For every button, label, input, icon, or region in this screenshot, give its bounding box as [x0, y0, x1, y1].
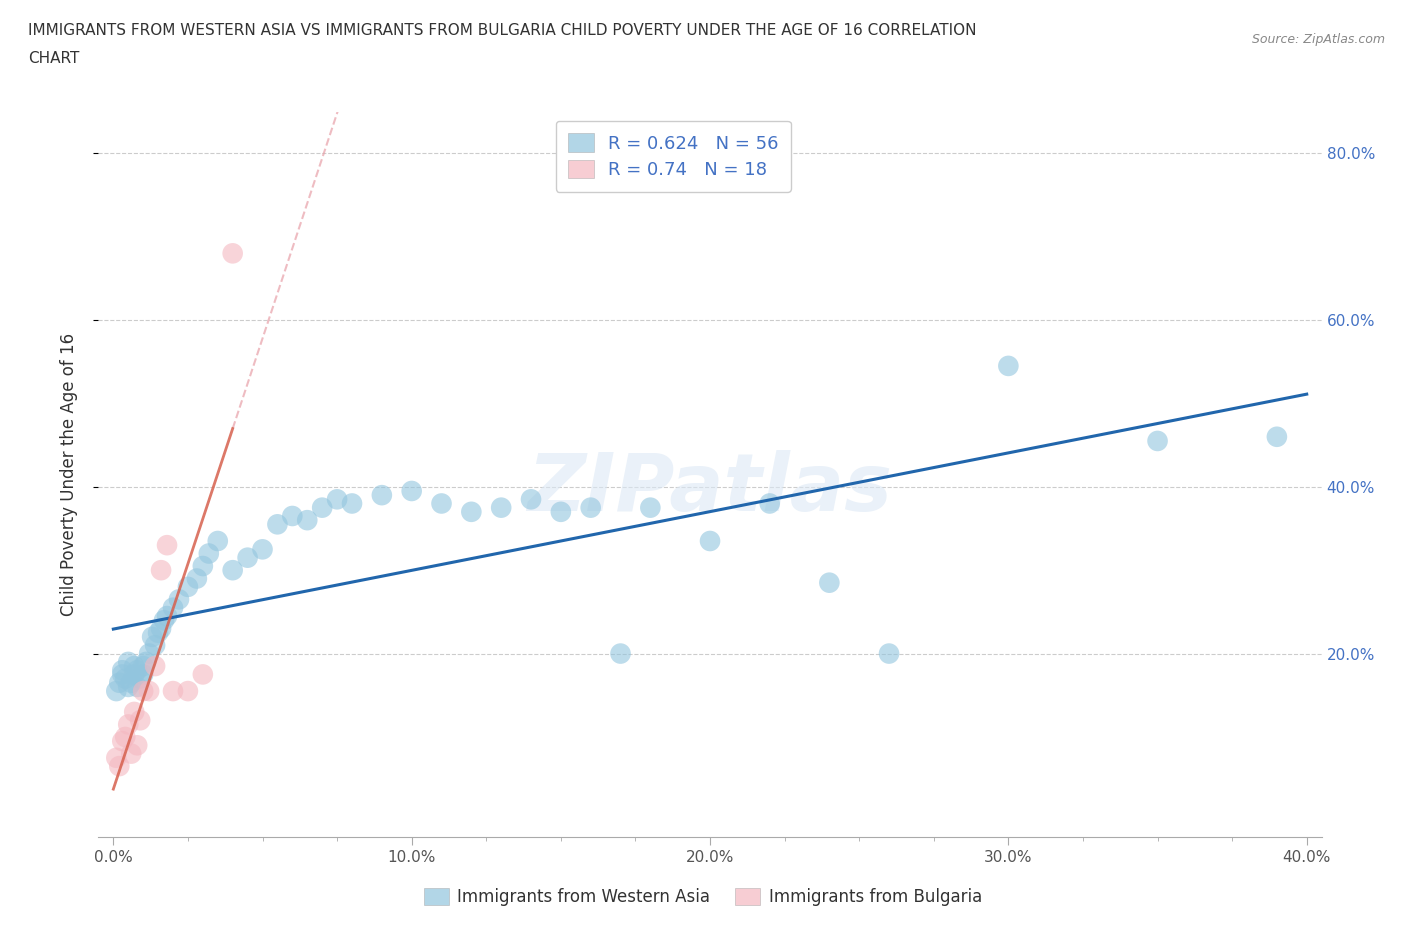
- Point: [114, 671, 136, 686]
- Point: [236, 551, 259, 565]
- Point: [167, 591, 190, 606]
- Point: [117, 655, 139, 670]
- Point: [153, 613, 176, 628]
- Point: [1146, 433, 1168, 448]
- Point: [120, 675, 142, 690]
- Point: [122, 705, 145, 720]
- Legend: Immigrants from Western Asia, Immigrants from Bulgaria: Immigrants from Western Asia, Immigrants…: [418, 881, 988, 912]
- Point: [311, 500, 333, 515]
- Point: [609, 646, 631, 661]
- Point: [117, 717, 139, 732]
- Point: [520, 492, 543, 507]
- Point: [150, 621, 173, 636]
- Point: [105, 751, 128, 765]
- Point: [162, 684, 184, 698]
- Point: [997, 358, 1019, 373]
- Point: [221, 246, 243, 260]
- Point: [138, 646, 160, 661]
- Text: ZIPatlas: ZIPatlas: [527, 450, 893, 528]
- Point: [108, 675, 131, 690]
- Point: [326, 492, 349, 507]
- Point: [132, 684, 155, 698]
- Point: [129, 712, 152, 727]
- Point: [401, 484, 423, 498]
- Point: [550, 504, 572, 519]
- Point: [150, 563, 173, 578]
- Point: [132, 658, 155, 673]
- Text: CHART: CHART: [28, 51, 80, 66]
- Legend: R = 0.624   N = 56, R = 0.74   N = 18: R = 0.624 N = 56, R = 0.74 N = 18: [555, 121, 792, 192]
- Point: [111, 663, 134, 678]
- Point: [198, 546, 221, 561]
- Point: [191, 667, 214, 682]
- Point: [297, 512, 319, 527]
- Point: [105, 684, 128, 698]
- Point: [430, 496, 453, 511]
- Point: [177, 684, 200, 698]
- Point: [281, 509, 304, 524]
- Point: [266, 517, 288, 532]
- Point: [252, 542, 274, 557]
- Point: [114, 729, 136, 744]
- Point: [162, 600, 184, 615]
- Point: [758, 496, 780, 511]
- Point: [132, 667, 155, 682]
- Point: [186, 571, 208, 586]
- Point: [117, 680, 139, 695]
- Point: [340, 496, 363, 511]
- Text: IMMIGRANTS FROM WESTERN ASIA VS IMMIGRANTS FROM BULGARIA CHILD POVERTY UNDER THE: IMMIGRANTS FROM WESTERN ASIA VS IMMIGRAN…: [28, 23, 977, 38]
- Point: [141, 630, 163, 644]
- Point: [579, 500, 602, 515]
- Point: [143, 638, 166, 653]
- Point: [1265, 430, 1288, 445]
- Point: [120, 746, 142, 761]
- Text: Source: ZipAtlas.com: Source: ZipAtlas.com: [1251, 33, 1385, 46]
- Point: [127, 663, 149, 678]
- Point: [371, 487, 394, 502]
- Point: [122, 658, 145, 673]
- Point: [207, 534, 229, 549]
- Point: [818, 576, 841, 591]
- Point: [108, 759, 131, 774]
- Point: [156, 538, 179, 552]
- Point: [127, 737, 149, 752]
- Point: [177, 579, 200, 594]
- Point: [111, 667, 134, 682]
- Point: [877, 646, 900, 661]
- Point: [640, 500, 662, 515]
- Point: [146, 625, 169, 640]
- Point: [129, 671, 152, 686]
- Point: [135, 655, 157, 670]
- Point: [460, 504, 482, 519]
- Point: [127, 680, 149, 695]
- Point: [156, 608, 179, 623]
- Point: [111, 734, 134, 749]
- Point: [143, 658, 166, 673]
- Y-axis label: Child Poverty Under the Age of 16: Child Poverty Under the Age of 16: [59, 333, 77, 616]
- Point: [191, 559, 214, 574]
- Point: [699, 534, 721, 549]
- Point: [221, 563, 243, 578]
- Point: [138, 684, 160, 698]
- Point: [122, 667, 145, 682]
- Point: [489, 500, 512, 515]
